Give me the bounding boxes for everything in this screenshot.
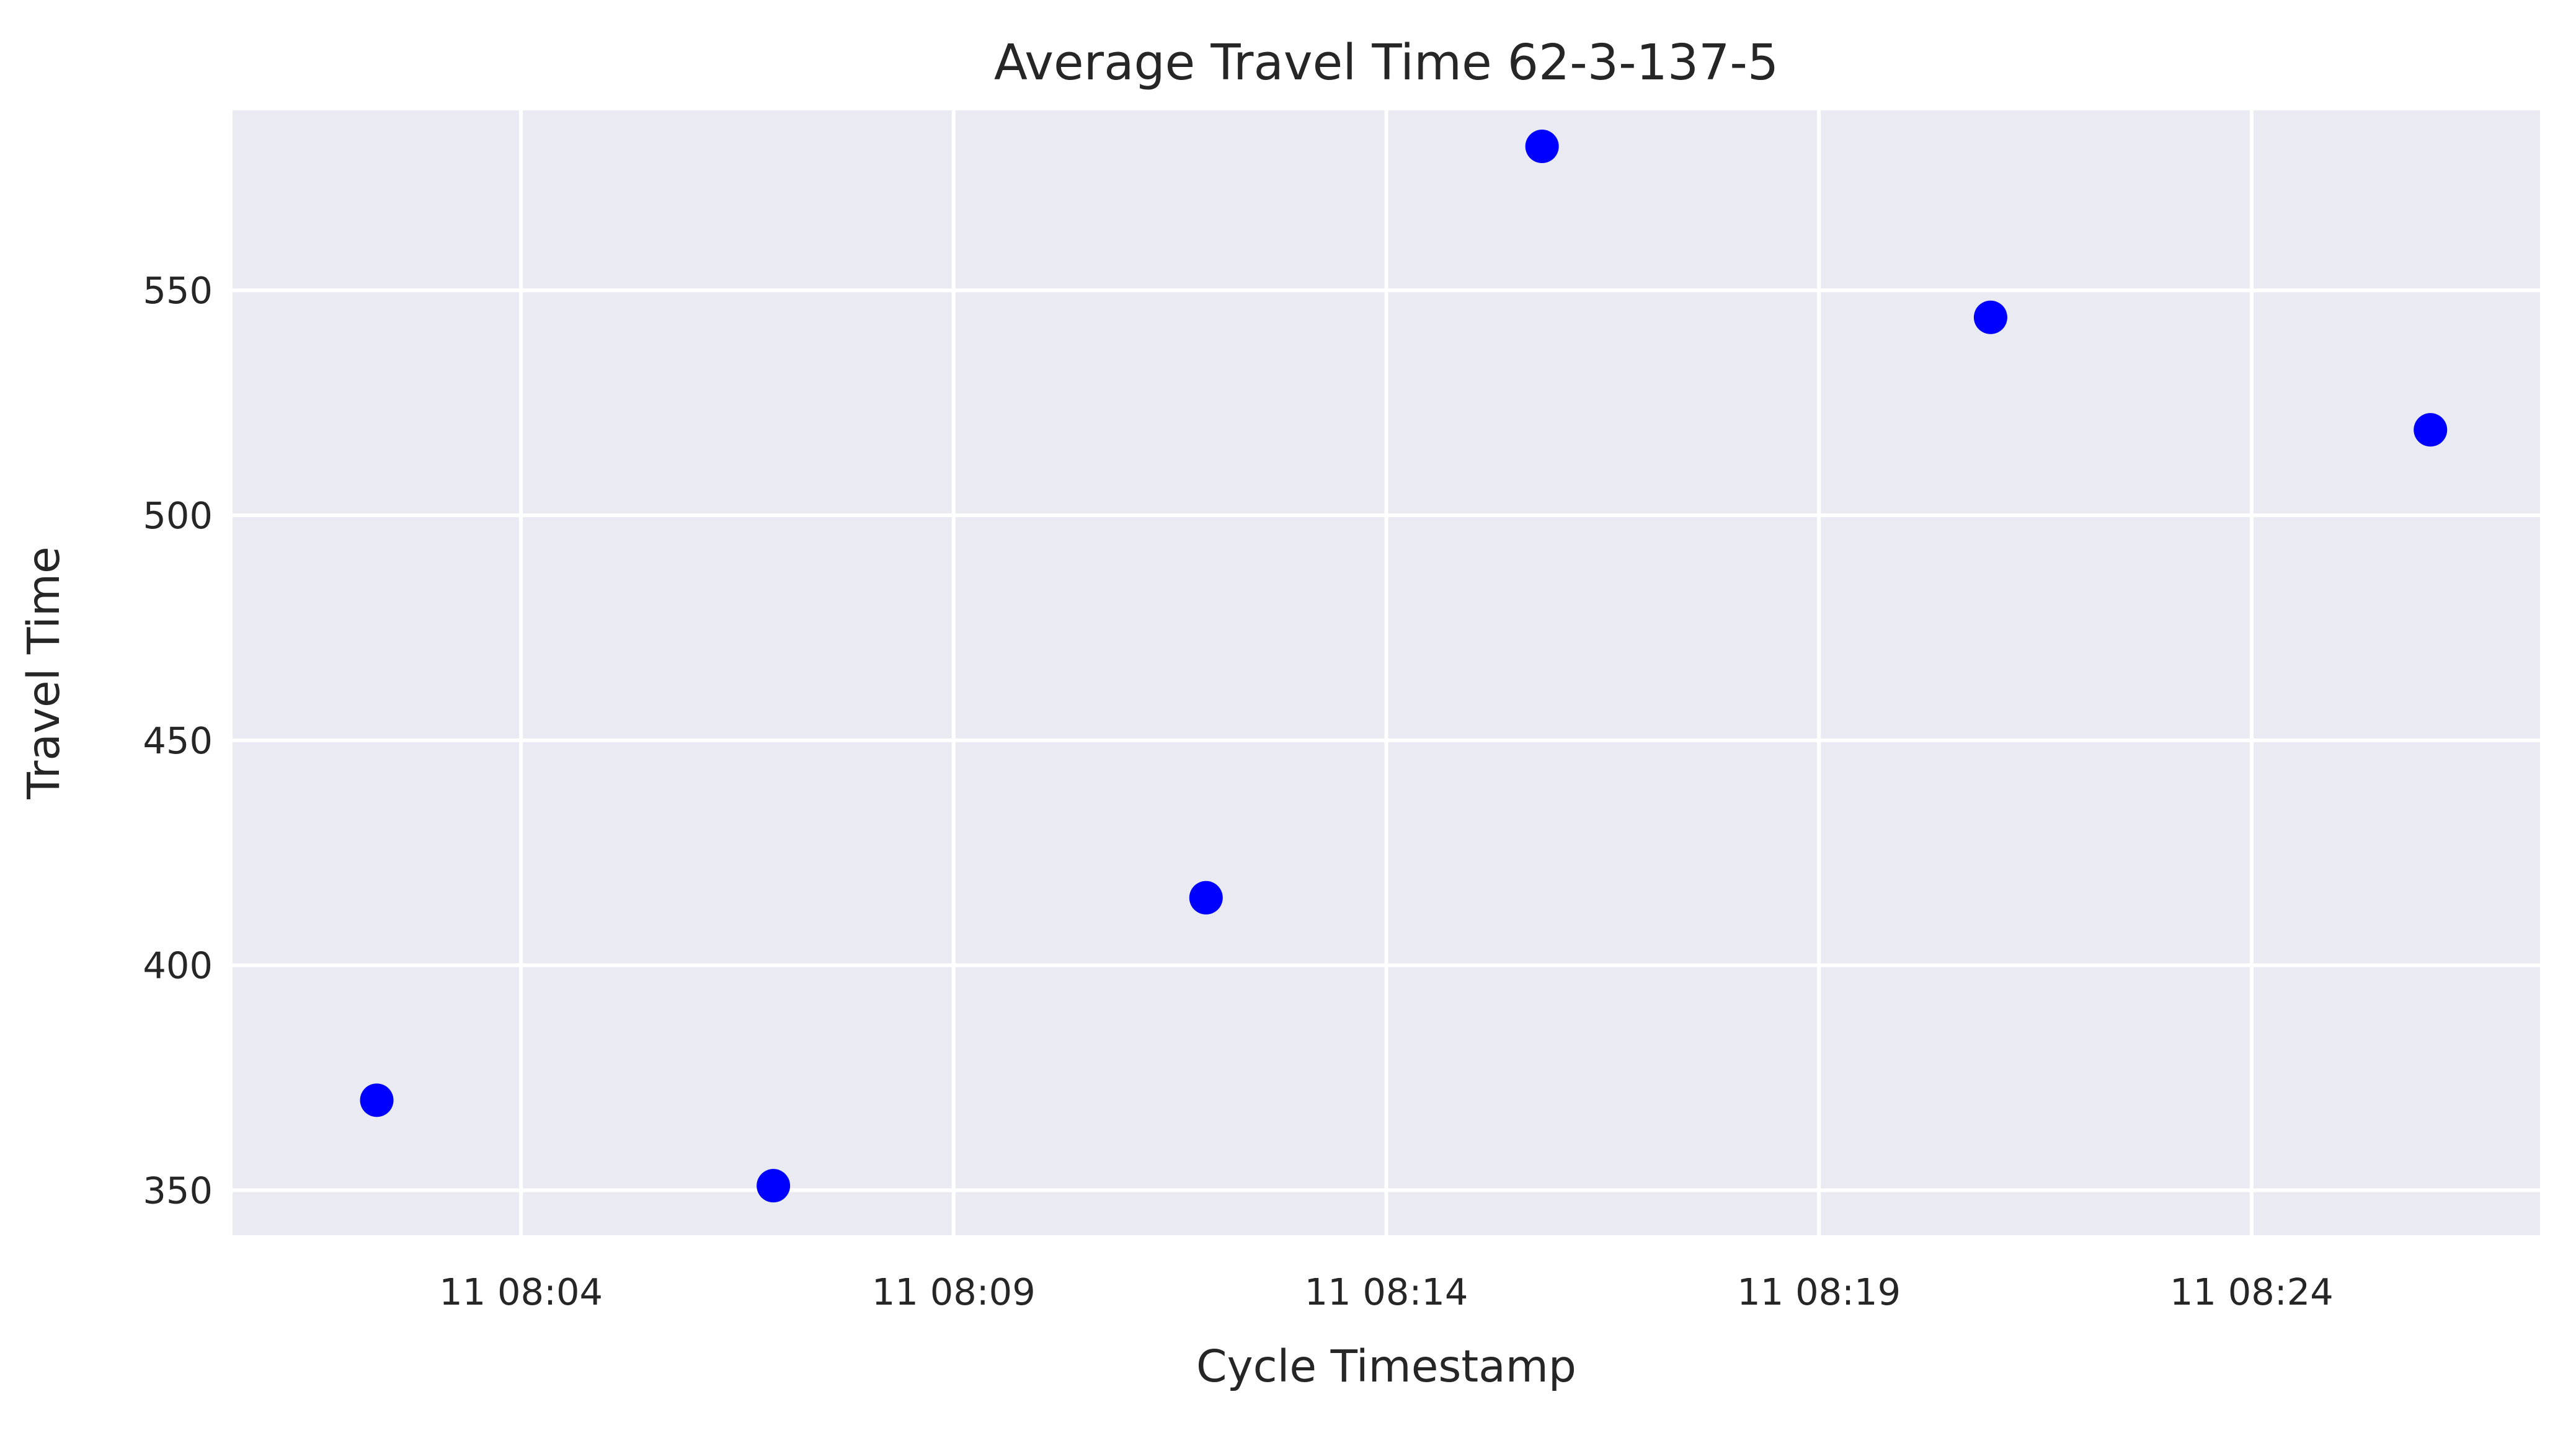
x-tick-label: 11 08:09 [872, 1271, 1036, 1313]
data-point [2414, 413, 2448, 447]
y-tick-label: 350 [143, 1169, 213, 1212]
data-point [757, 1169, 791, 1203]
x-tick-label: 11 08:19 [1737, 1271, 1901, 1313]
y-tick-label: 500 [143, 494, 213, 537]
x-axis-ticks: 11 08:04 11 08:09 11 08:14 11 08:19 11 08:24 [439, 1271, 2334, 1313]
y-tick-label: 450 [143, 719, 213, 762]
y-axis-ticks: 350 400 450 500 550 [143, 269, 213, 1212]
grid [233, 110, 2540, 1235]
data-point [1189, 881, 1223, 915]
data-point [1973, 300, 2007, 334]
data-points [360, 130, 2448, 1203]
data-point [360, 1083, 394, 1117]
x-tick-label: 11 08:24 [2170, 1271, 2334, 1313]
chart-title: Average Travel Time 62-3-137-5 [994, 34, 1779, 91]
x-tick-label: 11 08:04 [439, 1271, 603, 1313]
x-axis-label: Cycle Timestamp [1196, 1341, 1576, 1392]
data-point [1525, 130, 1559, 164]
y-axis-label: Travel Time [18, 546, 69, 799]
y-tick-label: 400 [143, 944, 213, 987]
y-tick-label: 550 [143, 269, 213, 312]
x-tick-label: 11 08:14 [1305, 1271, 1468, 1313]
